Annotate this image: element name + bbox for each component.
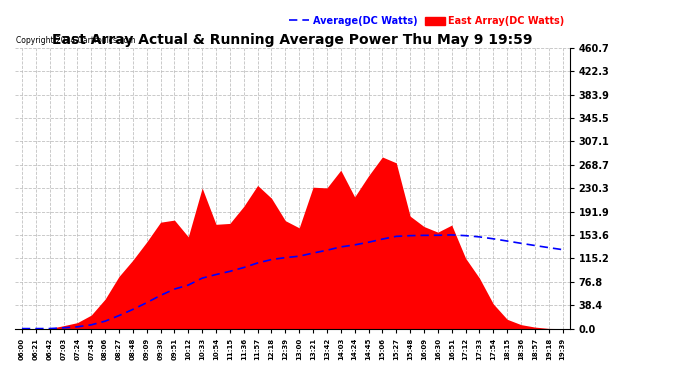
Text: Copyright 2024 Cartronics.com: Copyright 2024 Cartronics.com <box>16 36 135 45</box>
Title: East Array Actual & Running Average Power Thu May 9 19:59: East Array Actual & Running Average Powe… <box>52 33 533 46</box>
Legend: Average(DC Watts), East Array(DC Watts): Average(DC Watts), East Array(DC Watts) <box>289 16 564 26</box>
